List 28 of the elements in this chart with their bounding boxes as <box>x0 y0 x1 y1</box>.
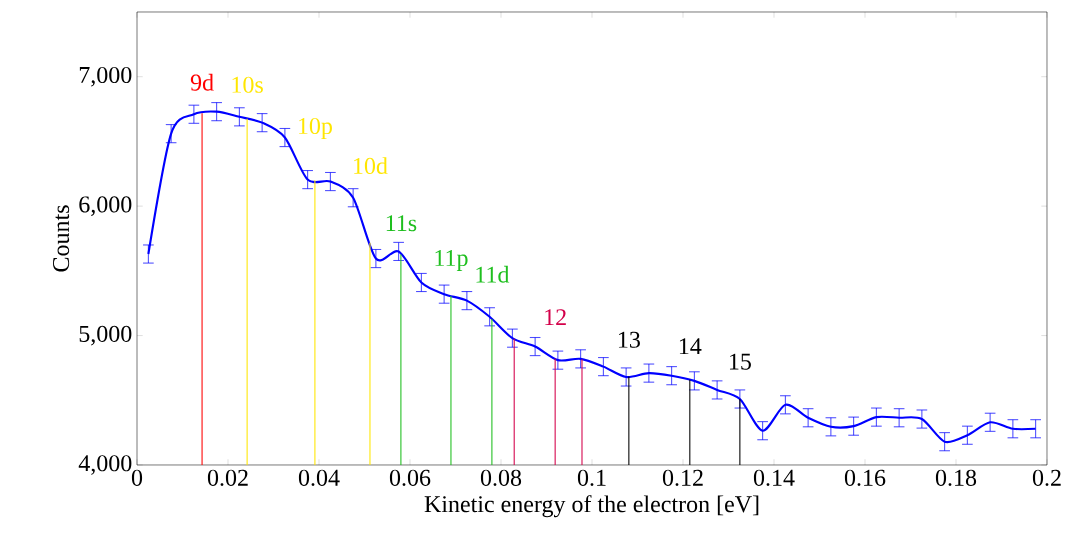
x-tick-label: 0.06 <box>389 469 431 486</box>
ref-line-label: 9d <box>190 73 214 91</box>
x-tick-label: 0.14 <box>753 469 795 486</box>
ref-line-label: 11p <box>435 249 468 271</box>
y-tick-label: 6,000 <box>79 196 132 216</box>
x-axis-title: Kinetic energy of the electron [eV] <box>424 495 759 518</box>
x-tick-label: 0.08 <box>480 469 522 486</box>
annotation: 13 <box>618 331 640 348</box>
ref-line-label: 10p <box>299 117 332 139</box>
y-tick-label: 7,000 <box>79 66 132 87</box>
x-tick-label: 0.12 <box>662 469 703 486</box>
ref-line-label: 10s <box>232 76 263 93</box>
ref-line-label: 11s <box>386 215 417 232</box>
y-axis-title: Counts <box>53 205 70 272</box>
ref-line-label: 11d <box>476 265 510 283</box>
y-tick-label: 5,000 <box>79 325 132 346</box>
x-tick-label: 0 <box>131 469 143 486</box>
x-tick-label: 0.16 <box>844 469 886 486</box>
x-tick-label: 0.1 <box>577 469 606 486</box>
y-tick-label: 4,000 <box>78 455 132 475</box>
x-tick-label: 0.02 <box>207 469 248 486</box>
ref-line-label: 10d <box>354 157 388 175</box>
annotation: 14 <box>679 338 702 355</box>
annotation: 15 <box>729 353 751 370</box>
x-tick-label: 0.04 <box>298 469 340 486</box>
x-tick-label: 0.18 <box>935 469 977 486</box>
annotation: 12 <box>545 309 566 326</box>
x-tick-label: 0.2 <box>1032 469 1061 486</box>
